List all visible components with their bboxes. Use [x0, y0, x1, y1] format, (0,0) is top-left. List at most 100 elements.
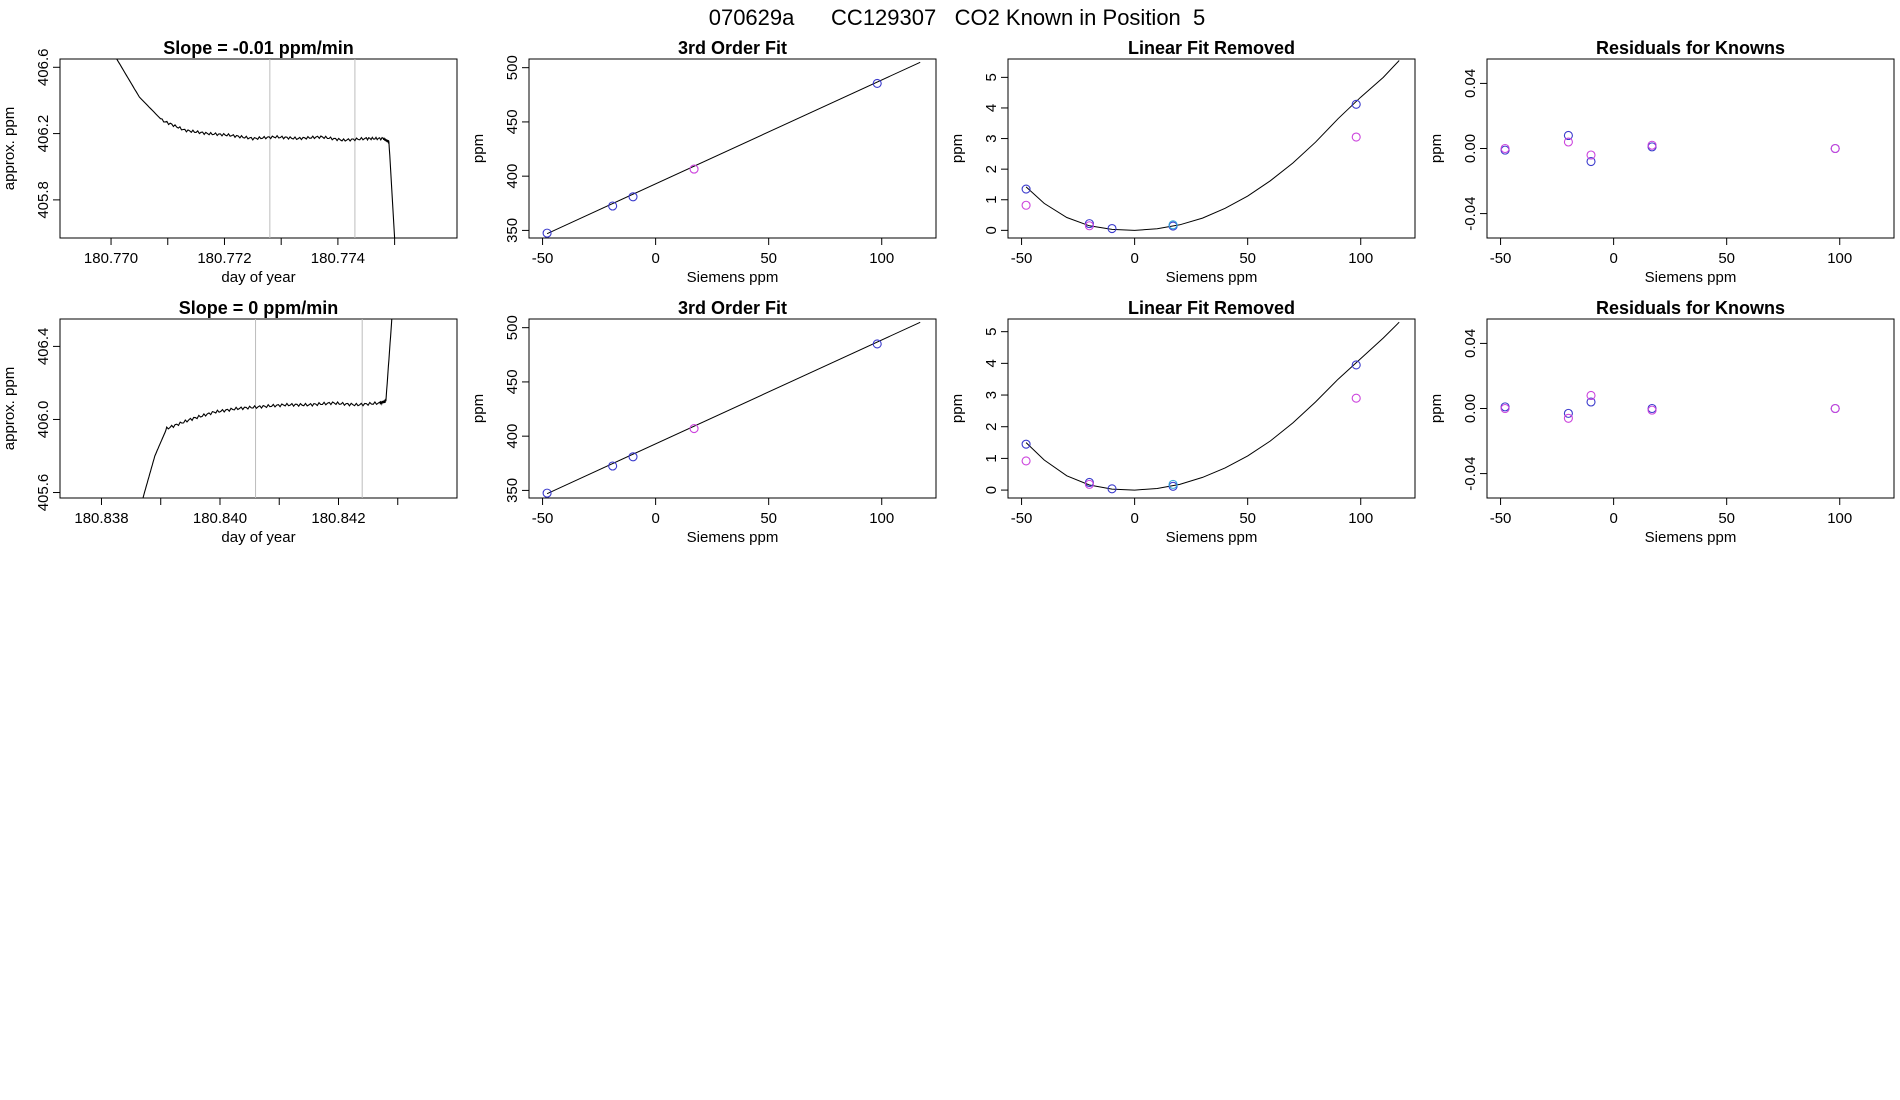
y-tick-label: 500 [504, 55, 521, 80]
y-tick-label: 4 [983, 104, 1000, 112]
series-line [142, 319, 393, 498]
panel-title: Residuals for Knowns [1596, 38, 1785, 58]
plot-area [542, 321, 921, 498]
x-tick-label: 100 [1827, 510, 1852, 527]
x-tick-label: 50 [1718, 510, 1735, 527]
data-point-blue [1563, 408, 1573, 418]
data-point-magenta [1563, 137, 1573, 147]
y-tick-label: 3 [983, 391, 1000, 399]
data-point-blue [872, 339, 882, 349]
data-point-blue [1351, 99, 1361, 109]
data-point-magenta [1563, 413, 1573, 423]
x-tick-label: 0 [1130, 510, 1138, 527]
data-point-magenta [1586, 150, 1596, 160]
data-point-magenta [1647, 140, 1657, 150]
x-axis-label: Siemens ppm [687, 529, 779, 546]
x-axis-label: day of year [221, 269, 295, 286]
data-point-blue [1021, 184, 1031, 194]
data-point-blue [1021, 439, 1031, 449]
y-tick-label: 0 [983, 226, 1000, 234]
data-point-blue [608, 461, 618, 471]
data-point-magenta [1021, 456, 1031, 466]
y-tick-label: 4 [983, 359, 1000, 367]
data-point-blue [628, 452, 638, 462]
y-tick-label: 1 [983, 454, 1000, 462]
y-tick-label: 350 [504, 478, 521, 503]
x-tick-label: -50 [1490, 250, 1512, 267]
y-tick-label: 0.00 [1462, 394, 1479, 423]
x-tick-label: 180.838 [74, 510, 128, 527]
plot-area [542, 61, 921, 238]
y-tick-label: 406.4 [35, 328, 52, 366]
x-tick-label: 100 [869, 510, 894, 527]
y-tick-label: -0.04 [1462, 196, 1479, 230]
x-axis-label: Siemens ppm [1645, 269, 1737, 286]
x-tick-label: 100 [1348, 510, 1373, 527]
x-tick-label: 50 [760, 510, 777, 527]
x-tick-label: 0 [1609, 510, 1617, 527]
y-axis-label: ppm [470, 394, 487, 423]
y-tick-label: 406.0 [35, 401, 52, 439]
plot-frame [528, 58, 937, 239]
x-tick-label: 180.774 [311, 250, 365, 267]
y-tick-label: 400 [504, 164, 521, 189]
plot-frame [59, 58, 458, 239]
chart-r1-resid: Residuals for Knowns -50 0 50 100 -0.04 0.00 0.… [1428, 38, 1895, 286]
panel-title: Linear Fit Removed [1128, 298, 1295, 318]
x-tick-label: -50 [1011, 510, 1033, 527]
x-tick-label: 180.840 [193, 510, 247, 527]
plot-area [142, 319, 393, 498]
data-point-magenta [689, 164, 699, 174]
y-axis-label: approx. ppm [1, 107, 18, 190]
x-tick-label: 0 [1130, 250, 1138, 267]
data-point-blue [1586, 397, 1596, 407]
y-tick-label: 0 [983, 486, 1000, 494]
fit-curve [1025, 60, 1400, 231]
x-tick-label: 100 [1348, 250, 1373, 267]
x-axis-label: Siemens ppm [1166, 269, 1258, 286]
x-tick-label: -50 [1011, 250, 1033, 267]
data-point-blue [1586, 156, 1596, 167]
x-tick-label: 50 [1239, 250, 1256, 267]
y-tick-label: 406.2 [35, 115, 52, 153]
y-tick-label: 450 [504, 369, 521, 394]
data-point-magenta [1830, 143, 1840, 154]
y-axis-label: ppm [1428, 134, 1445, 163]
plot-frame [1486, 58, 1895, 239]
y-tick-label: 500 [504, 315, 521, 340]
plot-frame [1007, 58, 1416, 239]
fit-curve [546, 321, 921, 495]
x-tick-label: 100 [869, 250, 894, 267]
x-tick-label: 50 [1718, 250, 1735, 267]
plot-area [1021, 60, 1400, 234]
y-axis-label: ppm [470, 134, 487, 163]
y-tick-label: 5 [983, 328, 1000, 336]
chart-r2-resid: Residuals for Knowns -50 0 50 100 -0.04 0.00 0.… [1428, 298, 1895, 546]
y-axis-label: ppm [1428, 394, 1445, 423]
data-point-magenta [1021, 200, 1031, 210]
data-point-magenta [1500, 143, 1510, 154]
data-point-magenta [689, 424, 699, 434]
panel-title: Slope = 0 ppm/min [179, 298, 339, 318]
y-tick-label: 350 [504, 218, 521, 243]
panel-title: 3rd Order Fit [678, 38, 787, 58]
plot-frame [59, 318, 458, 499]
y-tick-label: 2 [983, 165, 1000, 173]
x-axis-label: Siemens ppm [1166, 529, 1258, 546]
chart-r2-linear: Linear Fit Removed -50 0 50 100 0 1 2 3 4 5 Siemens… [949, 298, 1416, 546]
plot-area [1500, 390, 1840, 423]
x-tick-label: 50 [760, 250, 777, 267]
x-tick-label: 180.772 [197, 250, 251, 267]
panel-title: Residuals for Knowns [1596, 298, 1785, 318]
plot-area [116, 59, 396, 238]
y-tick-label: 0.04 [1462, 329, 1479, 358]
plot-area [1021, 321, 1400, 494]
x-tick-label: 0 [651, 510, 659, 527]
data-point-cyan [1168, 220, 1178, 230]
data-point-magenta [1586, 390, 1596, 401]
plot-frame [528, 318, 937, 499]
data-point-magenta [1084, 479, 1094, 489]
chart-r2-fit: 3rd Order Fit -50 0 50 100 350 400 450 500 Siemen… [470, 298, 937, 546]
data-point-blue [608, 201, 618, 211]
